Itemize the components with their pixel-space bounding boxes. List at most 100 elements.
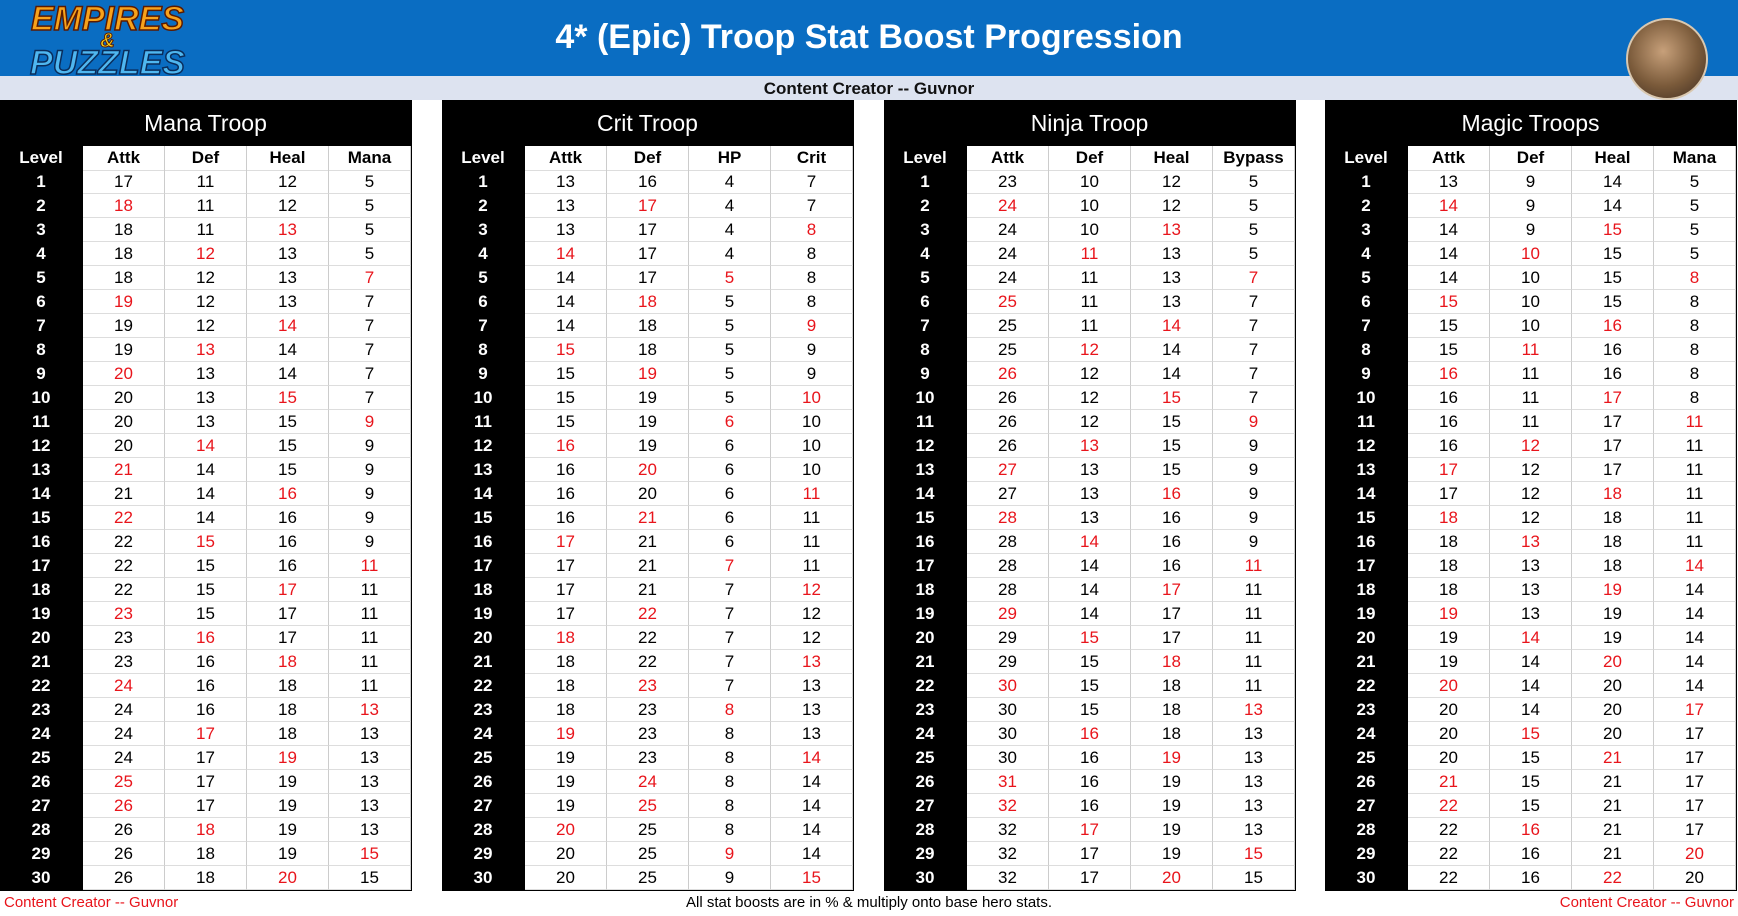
level-cell: 29 [884,842,967,866]
stat-cell: 20 [1572,650,1654,674]
table-row: 2 18 11 12 5 [0,194,411,218]
stat-cell: 19 [1572,578,1654,602]
stat-cell: 20 [83,362,165,386]
column-header: Def [1490,146,1572,171]
stat-cell: 7 [1213,362,1295,386]
stat-cell: 11 [329,602,411,626]
table-row: 11 20 13 15 9 [0,410,411,434]
table-row: 1 13 9 14 5 [1325,170,1736,194]
table-row: 20 19 14 19 14 [1325,626,1736,650]
stat-cell: 17 [247,626,329,650]
level-cell: 28 [442,818,525,842]
stat-cell: 22 [83,578,165,602]
stat-cell: 4 [689,242,771,266]
stat-cell: 14 [247,362,329,386]
logo-text: PUZZLES [29,44,185,82]
table-title: Ninja Troop [884,100,1295,146]
stat-cell: 18 [83,266,165,290]
level-cell: 22 [0,674,83,698]
stat-cell: 8 [771,218,853,242]
table-row: 1 17 11 12 5 [0,170,411,194]
table-row: 28 22 16 21 17 [1325,818,1736,842]
table-row: 10 20 13 15 7 [0,386,411,410]
stat-cell: 8 [1654,386,1736,410]
stat-cell: 19 [83,338,165,362]
stat-cell: 16 [1131,482,1213,506]
stat-cell: 14 [1490,626,1572,650]
stat-cell: 11 [771,554,853,578]
stat-cell: 11 [329,554,411,578]
table-row: 3 13 17 4 8 [442,218,853,242]
stat-cell: 16 [1131,530,1213,554]
stat-cell: 15 [1049,650,1131,674]
stat-cell: 21 [1572,818,1654,842]
stat-cell: 13 [1213,818,1295,842]
stat-cell: 15 [1213,842,1295,866]
stat-cell: 9 [1213,506,1295,530]
table-row: 22 20 14 20 14 [1325,674,1736,698]
stat-cell: 14 [1408,194,1490,218]
level-cell: 4 [1325,242,1408,266]
table-row: 17 28 14 16 11 [884,554,1295,578]
stat-cell: 19 [607,434,689,458]
stat-cell: 10 [771,458,853,482]
stat-cell: 24 [967,242,1049,266]
stat-cell: 16 [1049,746,1131,770]
stat-cell: 18 [83,218,165,242]
stat-cell: 17 [1654,770,1736,794]
level-cell: 28 [884,818,967,842]
stat-cell: 13 [1049,482,1131,506]
table-row: 20 23 16 17 11 [0,626,411,650]
stat-cell: 14 [525,290,607,314]
stat-cell: 15 [1408,290,1490,314]
stat-cell: 28 [967,530,1049,554]
stat-cell: 14 [1490,650,1572,674]
level-cell: 17 [884,554,967,578]
stat-cell: 19 [525,722,607,746]
stat-cell: 15 [247,434,329,458]
stat-cell: 16 [1408,434,1490,458]
stat-cell: 21 [1408,770,1490,794]
table-row: 25 30 16 19 13 [884,746,1295,770]
stat-cell: 16 [1490,866,1572,890]
stat-cell: 15 [1408,338,1490,362]
level-cell: 10 [442,386,525,410]
stat-cell: 14 [525,242,607,266]
stat-cell: 14 [525,266,607,290]
stat-cell: 13 [771,674,853,698]
level-cell: 5 [442,266,525,290]
stat-cell: 18 [1408,554,1490,578]
stat-cell: 21 [83,458,165,482]
stat-cell: 24 [967,218,1049,242]
stat-cell: 20 [1572,674,1654,698]
stat-cell: 16 [165,650,247,674]
stat-cell: 19 [247,746,329,770]
level-cell: 10 [1325,386,1408,410]
level-cell: 16 [884,530,967,554]
stat-cell: 14 [1408,242,1490,266]
table-row: 28 20 25 8 14 [442,818,853,842]
table-row: 12 16 19 6 10 [442,434,853,458]
table-row: 29 20 25 9 14 [442,842,853,866]
stat-cell: 9 [1490,218,1572,242]
stat-cell: 20 [83,386,165,410]
table-row: 17 22 15 16 11 [0,554,411,578]
stat-cell: 8 [689,818,771,842]
table-row: 10 15 19 5 10 [442,386,853,410]
title: 4* (Epic) Troop Stat Boost Progression [555,18,1183,56]
stat-cell: 25 [607,842,689,866]
stat-cell: 20 [1408,698,1490,722]
table-row: 5 18 12 13 7 [0,266,411,290]
stat-cell: 18 [1131,650,1213,674]
stat-cell: 24 [967,266,1049,290]
table-row: 22 30 15 18 11 [884,674,1295,698]
table-row: 26 25 17 19 13 [0,770,411,794]
stat-cell: 10 [1049,194,1131,218]
table-row: 13 17 12 17 11 [1325,458,1736,482]
stat-cell: 13 [1049,506,1131,530]
table-row: 21 29 15 18 11 [884,650,1295,674]
stat-cell: 16 [1049,794,1131,818]
table-row: 14 17 12 18 11 [1325,482,1736,506]
stat-cell: 14 [1654,626,1736,650]
level-cell: 15 [442,506,525,530]
